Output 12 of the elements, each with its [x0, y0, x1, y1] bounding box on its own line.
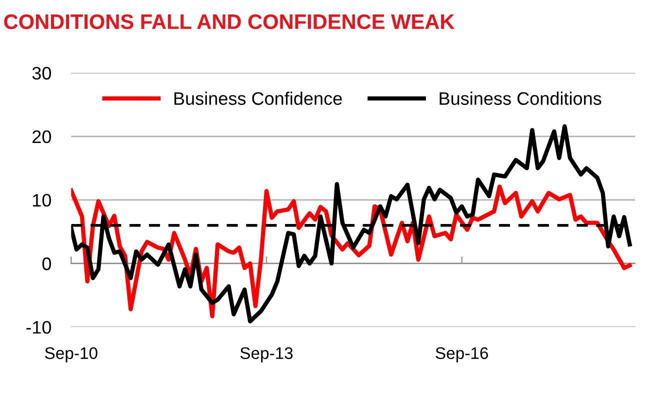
chart-title: CONDITIONS FALL AND CONFIDENCE WEAK	[4, 14, 455, 30]
y-tick-label: 30	[32, 66, 52, 80]
legend-label: Business Confidence	[174, 92, 342, 105]
y-tick-label: -10	[26, 320, 52, 334]
y-tick-label: 0	[42, 257, 52, 270]
y-tick-label: 20	[32, 130, 52, 144]
x-tick-label: Sep-16	[436, 347, 488, 362]
y-tick-label: 10	[33, 194, 52, 207]
x-tick-label: Sep-10	[45, 347, 98, 362]
line-series	[71, 124, 632, 324]
x-tick-label: Sep-13	[240, 347, 293, 362]
legend-label: Business Conditions	[440, 92, 602, 105]
